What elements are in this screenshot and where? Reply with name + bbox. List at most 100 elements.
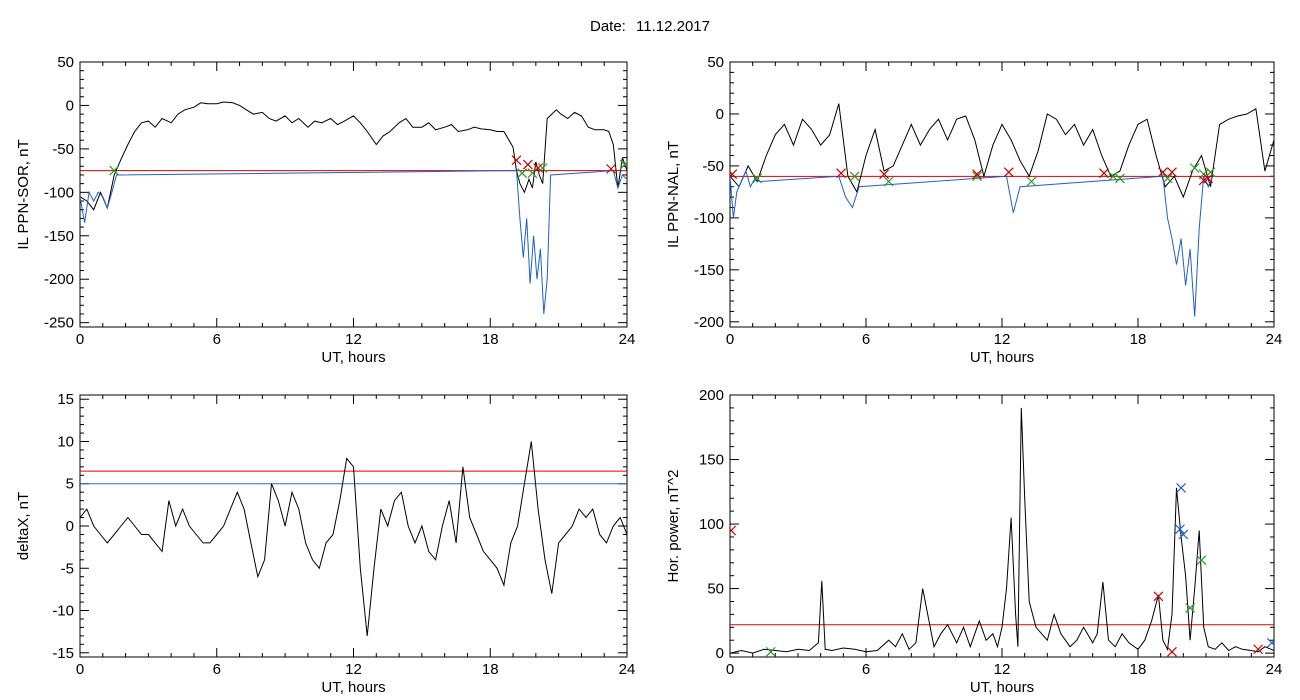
data-marker bbox=[730, 169, 738, 180]
data-marker bbox=[1158, 167, 1168, 178]
data-marker bbox=[1189, 163, 1200, 173]
y-tick-label: -5 bbox=[61, 560, 74, 577]
y-tick-label: 100 bbox=[699, 516, 724, 533]
data-marker bbox=[533, 163, 544, 173]
x-tick-label: 18 bbox=[482, 331, 499, 348]
data-marker bbox=[1026, 176, 1037, 187]
x-tick-label: 6 bbox=[862, 661, 870, 678]
data-marker bbox=[1175, 524, 1185, 535]
date-value: 11.12.2017 bbox=[636, 18, 710, 35]
data-marker bbox=[511, 155, 522, 166]
chart-panel-1: 0 6 12 18 24 -250 -200 -150 -100 -50 0 50 UT, hours I… bbox=[15, 54, 635, 366]
data-marker bbox=[1003, 167, 1014, 178]
y-tick-label: -10 bbox=[52, 603, 74, 620]
y-tick-label: -100 bbox=[44, 184, 74, 201]
y-tick-label: 50 bbox=[707, 54, 724, 71]
data-marker bbox=[1196, 555, 1207, 566]
x-tick-label: 24 bbox=[1266, 661, 1283, 678]
y-tick-label: 0 bbox=[716, 645, 724, 662]
data-marker bbox=[836, 168, 846, 179]
x-tick-label: 12 bbox=[994, 661, 1011, 678]
data-marker bbox=[1203, 173, 1214, 184]
x-tick-label: 12 bbox=[345, 331, 362, 348]
series-line-2 bbox=[80, 170, 627, 315]
y-tick-label: 200 bbox=[699, 387, 724, 404]
x-tick-label: 18 bbox=[1130, 661, 1147, 678]
x-tick-label: 24 bbox=[619, 331, 636, 348]
y-tick-label: -150 bbox=[694, 262, 724, 279]
x-tick-label: 6 bbox=[862, 331, 870, 348]
data-marker bbox=[1167, 167, 1177, 178]
plot-area bbox=[730, 103, 1274, 317]
plot-area bbox=[730, 407, 1274, 657]
data-marker bbox=[1167, 646, 1177, 657]
x-tick-label: 24 bbox=[619, 661, 636, 678]
plot-frame bbox=[79, 61, 628, 328]
x-tick-label: 0 bbox=[76, 331, 84, 348]
data-marker bbox=[752, 173, 763, 184]
x-tick-label: 12 bbox=[994, 331, 1011, 348]
x-tick-label: 6 bbox=[213, 331, 221, 348]
chart-panel-3: 0 6 12 18 24 -15 -10 -5 0 5 10 15 UT, hours deltaX, n… bbox=[15, 391, 635, 696]
series-line-1 bbox=[730, 407, 1274, 654]
data-marker bbox=[972, 171, 982, 182]
data-marker bbox=[1253, 644, 1264, 655]
date-label: Date: bbox=[590, 18, 626, 35]
x-tick-label: 18 bbox=[1130, 331, 1147, 348]
x-tick-label: 0 bbox=[726, 661, 734, 678]
data-marker bbox=[109, 165, 120, 176]
data-marker bbox=[1153, 591, 1164, 602]
x-tick-label: 0 bbox=[76, 661, 84, 678]
x-axis-label: UT, hours bbox=[321, 349, 385, 366]
data-marker bbox=[1185, 603, 1196, 613]
data-marker bbox=[1176, 483, 1186, 493]
data-marker bbox=[1108, 171, 1118, 182]
y-tick-label: 0 bbox=[66, 97, 74, 114]
y-axis-label: Hor. power, nT^2 bbox=[665, 470, 682, 583]
y-tick-label: 5 bbox=[66, 476, 74, 493]
y-axis-label: deltaX, nT bbox=[15, 492, 32, 560]
y-tick-label: 0 bbox=[716, 106, 724, 123]
y-tick-label: -15 bbox=[52, 645, 74, 662]
data-marker bbox=[730, 525, 737, 536]
chart-panel-2: 0 6 12 18 24 -200 -150 -100 -50 0 50 UT, hours IL PP… bbox=[665, 54, 1282, 366]
data-marker bbox=[883, 176, 894, 187]
data-marker bbox=[517, 168, 528, 179]
series-line-1 bbox=[730, 103, 1274, 199]
x-axis-label: UT, hours bbox=[970, 349, 1034, 366]
data-marker bbox=[1114, 173, 1125, 184]
y-tick-label: -250 bbox=[44, 315, 74, 332]
data-marker bbox=[1178, 529, 1189, 540]
data-marker bbox=[537, 163, 548, 173]
x-axis-label: UT, hours bbox=[970, 679, 1034, 696]
data-marker bbox=[522, 159, 533, 170]
x-tick-label: 12 bbox=[345, 661, 362, 678]
series-line-2 bbox=[730, 169, 1214, 317]
x-axis-label: UT, hours bbox=[321, 679, 385, 696]
y-tick-label: 150 bbox=[699, 452, 724, 469]
y-tick-label: -200 bbox=[44, 271, 74, 288]
y-tick-label: 50 bbox=[707, 581, 724, 598]
data-marker bbox=[1205, 167, 1216, 178]
y-tick-label: 10 bbox=[57, 433, 74, 450]
plot-area bbox=[80, 101, 627, 315]
data-marker bbox=[972, 169, 982, 180]
data-marker bbox=[879, 169, 890, 180]
y-axis-label: IL PPN-NAL, nT bbox=[665, 141, 682, 248]
data-marker bbox=[1162, 173, 1173, 184]
series-line-1 bbox=[80, 441, 627, 636]
data-marker bbox=[1099, 168, 1109, 179]
y-tick-label: -200 bbox=[694, 314, 724, 331]
figure-title: Date: 11.12.2017 bbox=[0, 18, 1300, 35]
y-tick-label: 15 bbox=[57, 391, 74, 408]
x-tick-label: 24 bbox=[1266, 331, 1283, 348]
y-tick-label: -50 bbox=[702, 158, 724, 175]
data-marker bbox=[1266, 637, 1274, 648]
plot-area bbox=[80, 441, 627, 636]
y-axis-label: IL PPN-SOR, nT bbox=[15, 139, 32, 249]
y-tick-label: -150 bbox=[44, 228, 74, 245]
data-marker bbox=[606, 163, 616, 174]
y-tick-label: -50 bbox=[52, 141, 74, 158]
data-marker bbox=[765, 646, 776, 657]
